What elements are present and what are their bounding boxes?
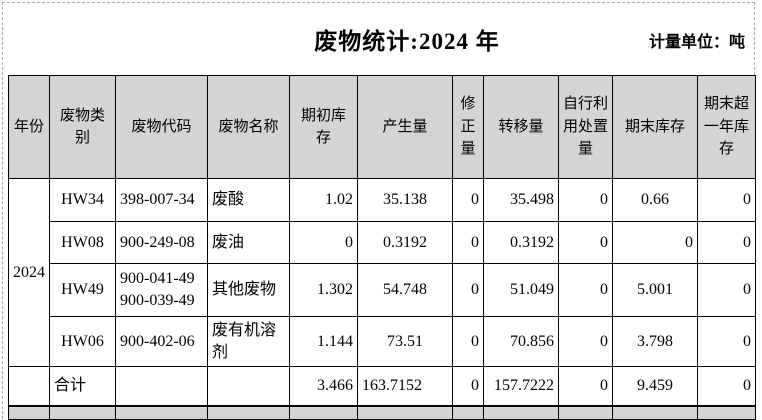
over-one-year-cell: 0 bbox=[697, 178, 756, 222]
category-cell: HW08 bbox=[49, 221, 116, 264]
self-disposal-cell: 0 bbox=[558, 316, 613, 367]
produced-cell: 163.7152 bbox=[357, 366, 453, 407]
code-cell: 900-249-08 bbox=[115, 221, 208, 264]
header-cell-corrected: 修正量 bbox=[452, 75, 484, 179]
self-disposal-cell: 0 bbox=[558, 221, 613, 264]
header-cell-transferred: 转移量 bbox=[483, 75, 559, 179]
gray-cell bbox=[115, 405, 208, 420]
name-cell: 废有机溶剂 bbox=[207, 316, 290, 367]
over-one-year-cell: 0 bbox=[697, 263, 756, 317]
produced-cell: 54.748 bbox=[357, 263, 453, 317]
code-cell: 398-007-34 bbox=[115, 178, 208, 222]
category-cell: HW49 bbox=[49, 263, 116, 317]
year-cell: 2024 bbox=[8, 178, 50, 367]
self-disposal-cell: 0 bbox=[558, 263, 613, 317]
header-cell-code: 废物代码 bbox=[115, 75, 208, 179]
header-cell-year: 年份 bbox=[8, 75, 50, 179]
ending-stock-cell: 9.459 bbox=[612, 366, 698, 407]
code-cell: 900-402-06 bbox=[115, 316, 208, 367]
initial-stock-cell: 1.144 bbox=[289, 316, 358, 367]
ending-stock-cell: 0.66 bbox=[612, 178, 698, 222]
ending-stock-cell: 5.001 bbox=[612, 263, 698, 317]
corrected-cell: 0 bbox=[452, 221, 484, 264]
gray-cell bbox=[452, 405, 484, 420]
gray-cell bbox=[558, 405, 613, 420]
corrected-cell: 0 bbox=[452, 178, 484, 222]
ending-stock-cell: 0 bbox=[612, 221, 698, 264]
header-cell-initial-stock: 期初库存 bbox=[289, 75, 358, 179]
transferred-cell: 35.498 bbox=[483, 178, 559, 222]
table-row: HW06 900-402-06 废有机溶剂 1.144 73.51 0 70.8… bbox=[9, 316, 756, 367]
produced-cell: 73.51 bbox=[357, 316, 453, 367]
gray-cell bbox=[612, 405, 698, 420]
total-label-cell: 合计 bbox=[49, 366, 116, 407]
code-cell-empty bbox=[115, 366, 208, 407]
clipped-gray-row bbox=[8, 405, 756, 420]
total-row: 合计 3.466 163.7152 0 157.7222 0 9.459 0 bbox=[8, 366, 756, 407]
header-cell-ending-stock: 期末库存 bbox=[612, 75, 698, 179]
corrected-cell: 0 bbox=[452, 316, 484, 367]
table-row: HW49 900-041-49 900-039-49 其他废物 1.302 54… bbox=[9, 263, 756, 317]
year-cell-empty bbox=[8, 366, 50, 407]
initial-stock-cell: 0 bbox=[289, 221, 358, 264]
gray-cell bbox=[357, 405, 453, 420]
initial-stock-cell: 1.02 bbox=[289, 178, 358, 222]
transferred-cell: 51.049 bbox=[483, 263, 559, 317]
header-cell-name: 废物名称 bbox=[207, 75, 290, 179]
corrected-cell: 0 bbox=[452, 366, 484, 407]
name-cell: 其他废物 bbox=[207, 263, 290, 317]
gray-cell bbox=[8, 405, 50, 420]
gray-cell bbox=[697, 405, 756, 420]
header-cell-category: 废物类别 bbox=[49, 75, 116, 179]
header-cell-self-disposal: 自行利用处置量 bbox=[558, 75, 613, 179]
table-row: 2024 HW34 398-007-34 废酸 1.02 35.138 0 35… bbox=[8, 178, 756, 367]
code-cell: 900-041-49 900-039-49 bbox=[115, 263, 208, 317]
gray-cell bbox=[483, 405, 559, 420]
table-row: HW08 900-249-08 废油 0 0.3192 0 0.3192 0 0… bbox=[9, 221, 756, 264]
header-cell-over-one-year: 期末超一年库存 bbox=[697, 75, 756, 179]
over-one-year-cell: 0 bbox=[697, 316, 756, 367]
waste-statistics-table: 年份 废物类别 废物代码 废物名称 期初库存 产生量 修正量 转移量 自行利用处… bbox=[8, 75, 756, 420]
gray-cell bbox=[49, 405, 116, 420]
name-cell: 废酸 bbox=[207, 178, 290, 222]
gray-cell bbox=[289, 405, 358, 420]
produced-cell: 0.3192 bbox=[357, 221, 453, 264]
category-cell: HW06 bbox=[49, 316, 116, 367]
over-one-year-cell: 0 bbox=[697, 221, 756, 264]
initial-stock-cell: 1.302 bbox=[289, 263, 358, 317]
header-cell-produced: 产生量 bbox=[357, 75, 453, 179]
header-row: 年份 废物类别 废物代码 废物名称 期初库存 产生量 修正量 转移量 自行利用处… bbox=[8, 75, 756, 179]
category-cell: HW34 bbox=[49, 178, 116, 222]
ending-stock-cell: 3.798 bbox=[612, 316, 698, 367]
name-cell-empty bbox=[207, 366, 290, 407]
self-disposal-cell: 0 bbox=[558, 366, 613, 407]
gray-cell bbox=[207, 405, 290, 420]
name-cell: 废油 bbox=[207, 221, 290, 264]
corrected-cell: 0 bbox=[452, 263, 484, 317]
page-title: 废物统计:2024 年 bbox=[314, 29, 500, 54]
transferred-cell: 0.3192 bbox=[483, 221, 559, 264]
over-one-year-cell: 0 bbox=[697, 366, 756, 407]
self-disposal-cell: 0 bbox=[558, 178, 613, 222]
produced-cell: 35.138 bbox=[357, 178, 453, 222]
transferred-cell: 157.7222 bbox=[483, 366, 559, 407]
transferred-cell: 70.856 bbox=[483, 316, 559, 367]
unit-label: 计量单位：吨 bbox=[648, 34, 745, 51]
initial-stock-cell: 3.466 bbox=[289, 366, 358, 407]
